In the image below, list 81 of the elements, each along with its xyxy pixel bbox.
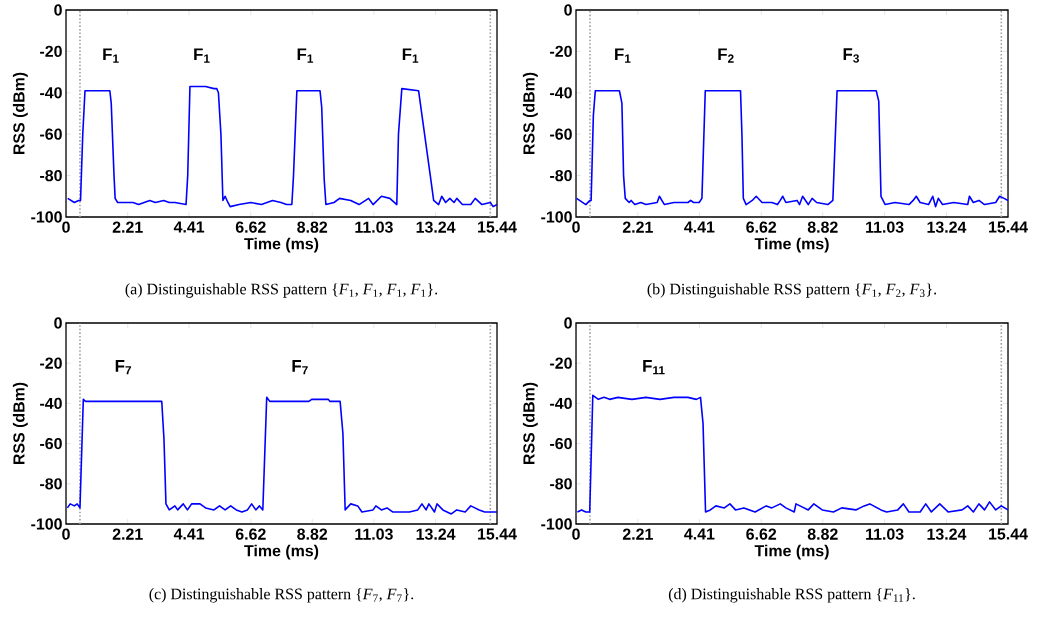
y-axis-title: RSS (dBm) (12, 382, 28, 465)
y-tick-label: -80 (550, 478, 572, 490)
line-series (66, 396, 498, 515)
y-tick-label: -60 (550, 128, 572, 140)
x-tick-label: 6.62 (746, 221, 777, 233)
y-tick-label: -20 (550, 357, 572, 369)
x-tick-label: 0 (62, 528, 70, 540)
y-tick-label: -40 (40, 397, 62, 410)
x-tick-label: 8.82 (297, 221, 328, 233)
y-tick-label: -40 (550, 397, 572, 410)
y-tick-label: -20 (40, 357, 62, 369)
text: (d) Distinguishable RSS pattern {F$_{11}$}. (668, 588, 915, 603)
y-tick-label: 0 (564, 4, 572, 16)
y-axis-title: RSS (dBm) (12, 72, 28, 155)
x-tick-label: 8.82 (807, 528, 838, 540)
x-tick-label: 2.21 (112, 528, 143, 540)
annotation: F$_{7}$ (292, 360, 308, 375)
y-tick-label: -100 (31, 518, 62, 530)
annotation: F$_{7}$ (115, 360, 132, 375)
y-tick-label: 0 (54, 317, 62, 329)
x-tick-label: 6.62 (235, 221, 266, 233)
annotation: F$_{11}$ (643, 360, 665, 375)
annotation: F$_{1}$ (194, 48, 210, 63)
text: (b) Distinguishable RSS pattern {F$_{1}$, F$_{2}$, F$_{3}$}. (647, 283, 937, 298)
x-axis-title: Time (ms) (754, 237, 829, 253)
x-tick-label: 13.24 (416, 221, 456, 233)
x-tick-label: 4.41 (684, 528, 715, 540)
x-tick-label: 2.21 (112, 221, 143, 233)
x-tick-label: 13.24 (927, 221, 967, 233)
y-tick-label: -60 (40, 437, 62, 450)
annotation: F$_{2}$ (718, 48, 734, 63)
x-tick-label: 6.62 (746, 528, 777, 540)
y-tick-label: -20 (550, 45, 572, 58)
x-axis-title: Time (ms) (244, 237, 319, 253)
x-tick-label: 11.03 (355, 528, 393, 540)
x-tick-label: 15.44 (478, 221, 517, 233)
text: (a) Distinguishable RSS pattern {F$_{1}$, F$_{1}$, F$_{1}$, F$_{1}$}. (125, 283, 438, 298)
y-tick-label: -60 (550, 437, 572, 450)
x-tick-label: 11.03 (355, 221, 393, 233)
x-tick-label: 4.41 (173, 221, 205, 233)
x-tick-label: 11.03 (866, 221, 904, 233)
annotation: F$_{1}$ (402, 48, 419, 63)
x-tick-label: 4.41 (173, 528, 205, 540)
y-tick-label: -100 (31, 211, 62, 223)
line-series (575, 89, 1009, 208)
x-tick-label: 4.41 (684, 221, 715, 233)
annotation: F$_{3}$ (843, 48, 859, 63)
y-tick-label: -80 (40, 169, 62, 182)
y-tick-label: -40 (550, 87, 572, 99)
y-tick-label: -80 (550, 169, 572, 182)
y-tick-label: 0 (54, 4, 62, 16)
x-tick-label: 13.24 (927, 528, 967, 540)
y-tick-label: -60 (40, 128, 62, 140)
x-tick-label: 11.03 (866, 528, 904, 540)
y-tick-label: -20 (40, 45, 62, 58)
annotation: F$_{1}$ (103, 48, 119, 63)
x-tick-label: 0 (62, 221, 70, 233)
x-tick-label: 2.21 (622, 221, 653, 233)
x-tick-label: 0 (572, 528, 580, 540)
y-axis-title: RSS (dBm) (522, 382, 538, 465)
y-tick-label: -100 (541, 211, 572, 223)
x-tick-label: 15.44 (989, 528, 1028, 540)
line-series (576, 394, 1009, 513)
y-tick-label: 0 (564, 317, 572, 329)
x-tick-label: 6.62 (235, 528, 266, 540)
annotation: F$_{1}$ (297, 48, 314, 63)
x-tick-label: 2.21 (622, 528, 653, 540)
x-tick-label: 8.82 (297, 528, 328, 540)
y-tick-label: -100 (541, 518, 572, 530)
y-tick-label: -40 (40, 87, 62, 99)
x-tick-label: 15.44 (478, 528, 517, 540)
x-tick-label: 0 (572, 221, 580, 233)
x-tick-label: 13.24 (416, 528, 456, 540)
x-axis-title: Time (ms) (244, 544, 319, 560)
y-tick-label: -80 (40, 478, 62, 490)
y-axis-title: RSS (dBm) (522, 72, 538, 155)
x-tick-label: 15.44 (989, 221, 1028, 233)
x-tick-label: 8.82 (807, 221, 838, 233)
annotation: F$_{1}$ (615, 48, 631, 63)
x-axis-title: Time (ms) (754, 544, 829, 560)
text: (c) Distinguishable RSS pattern {F$_{7}$, F$_{7}$}. (149, 588, 414, 603)
